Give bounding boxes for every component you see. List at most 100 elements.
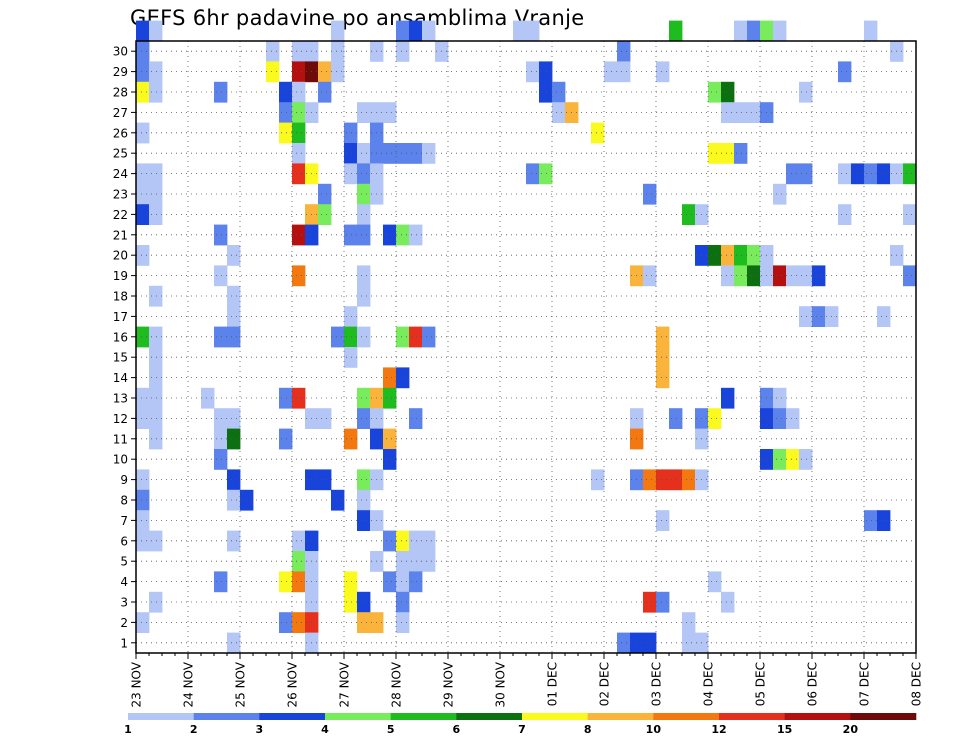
heatmap-cell [773,408,787,429]
heatmap-cell [279,428,293,450]
x-tick-label: 26 NOV [286,661,300,707]
heatmap-cell [773,183,787,205]
heatmap-cell [786,449,800,470]
heatmap-cell [279,387,293,409]
heatmap-cell [136,41,150,62]
colorbar-label: 2 [190,723,198,736]
x-tick-label: 28 NOV [390,661,404,707]
heatmap-cell [149,163,163,185]
colorbar-label: 3 [256,723,264,736]
heatmap-cell [643,265,657,287]
heatmap-cell [136,469,150,491]
y-tick-label: 19 [113,269,128,283]
heatmap-cell [409,143,423,164]
heatmap-cell [357,510,371,531]
y-tick-label: 5 [120,555,128,569]
heatmap-cell [149,20,163,42]
heatmap-cell [877,163,891,185]
y-tick-label: 22 [113,208,128,222]
colorbar-swatch [456,713,523,720]
colorbar-label: 4 [321,723,329,736]
heatmap-cell [279,612,293,633]
heatmap-cell [344,163,358,185]
heatmap-cell [344,571,358,593]
heatmap-cell [396,571,410,593]
heatmap-cell [318,81,332,103]
y-tick-label: 26 [113,126,128,140]
heatmap-cell [383,428,397,450]
heatmap-cell [864,510,878,531]
heatmap-cell [539,81,553,103]
colorbar-swatch [128,713,194,720]
y-tick-label: 7 [120,514,128,528]
heatmap-cell [149,204,163,225]
heatmap-cell [318,469,332,491]
y-tick-label: 20 [113,249,128,263]
heatmap-cell [656,469,670,491]
heatmap-cell [383,224,397,246]
colorbar-swatch [259,713,326,720]
heatmap-cell [227,428,241,450]
heatmap-cell [422,530,436,552]
heatmap-cell [409,224,423,246]
heatmap-cell [331,326,345,348]
y-tick-label: 3 [120,596,128,610]
heatmap-cell [552,81,566,103]
heatmap-cell [734,143,748,164]
heatmap-cell [149,367,163,389]
heatmap-cell [227,632,241,654]
heatmap-cell [721,102,735,123]
colorbar-swatch [719,713,785,720]
heatmap-cell [396,143,410,164]
heatmap-cell [331,20,345,42]
y-tick-label: 11 [113,432,128,446]
heatmap-cell [227,306,241,327]
heatmap-cell [682,612,696,633]
heatmap-cell [383,102,397,123]
y-tick-label: 10 [113,453,128,467]
heatmap-cell [773,20,787,42]
x-tick-label: 23 NOV [130,661,144,707]
heatmap-cell [734,20,748,42]
heatmap-cell [396,326,410,348]
heatmap-cell [903,163,917,185]
heatmap-cell [903,265,917,287]
heatmap-cell [682,632,696,654]
heatmap-cell [396,530,410,552]
heatmap-cell [526,61,540,83]
heatmap-cell [357,224,371,246]
heatmap-cell [838,163,852,185]
heatmap-cell [617,61,631,83]
heatmap-cell [799,306,813,327]
heatmap-cell [136,183,150,205]
colorbar-label: 8 [584,723,592,736]
heatmap-cell [227,326,241,348]
colorbar-swatch [653,713,720,720]
heatmap-cell [292,41,306,62]
heatmap-cell [136,612,150,633]
heatmap-cell [747,245,761,266]
y-tick-label: 12 [113,412,128,426]
heatmap-cell [292,224,306,246]
heatmap-cell [656,326,670,348]
heatmap-cell [864,163,878,185]
heatmap-cell [266,61,280,83]
chart-title: GEFS 6hr padavine po ansamblima Vranje [130,6,585,30]
heatmap-cell [643,591,657,613]
heatmap-cell [539,61,553,83]
colorbar-swatch [522,713,588,720]
x-tick-label: 02 DEC [598,662,612,706]
heatmap-cell [643,183,657,205]
heatmap-cell [214,449,228,470]
heatmap-cell [812,306,826,327]
heatmap-cell [383,367,397,389]
heatmap-cell [227,469,241,491]
y-tick-label: 2 [120,616,128,630]
heatmap-cell [409,571,423,593]
heatmap-cell [851,163,865,185]
heatmap-cell [422,20,436,42]
heatmap-cell [136,530,150,552]
heatmap-cell [422,551,436,572]
heatmap-cell [318,61,332,83]
heatmap-cell [279,81,293,103]
